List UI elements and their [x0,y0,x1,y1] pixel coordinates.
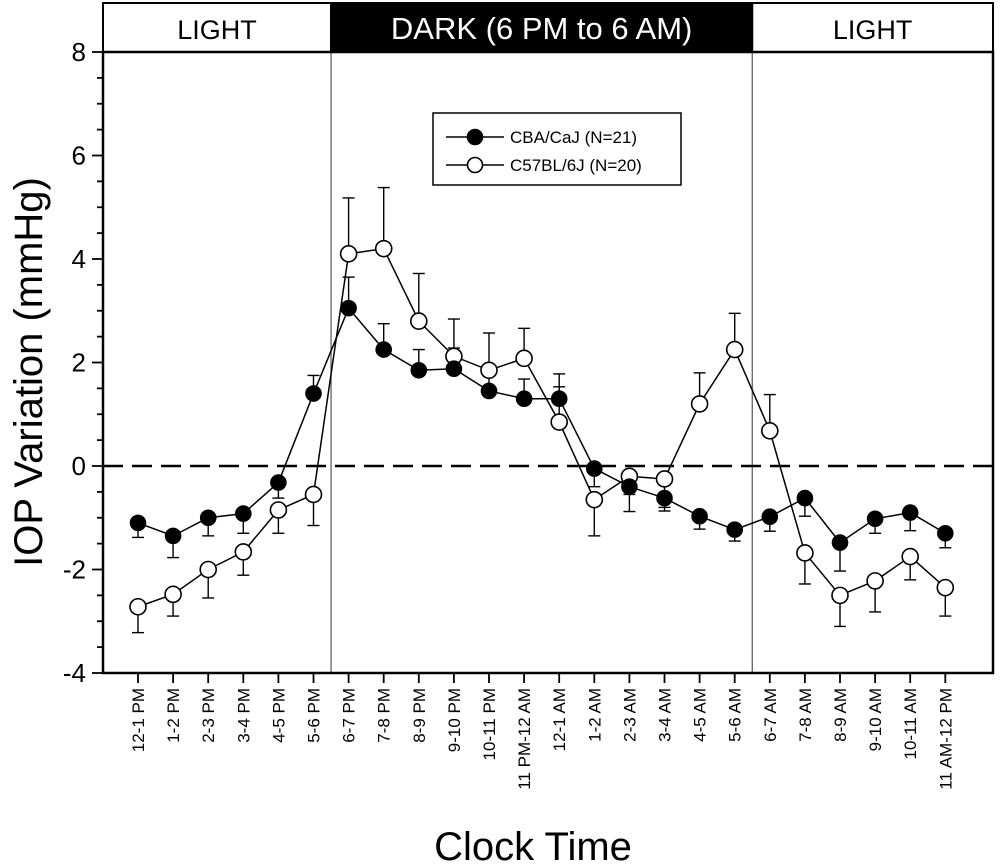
x-tick-label: 9-10 AM [866,688,885,751]
data-point-c57bl-6j [831,586,849,605]
data-point-cba-caj [305,385,322,402]
data-point-c57bl-6j [234,543,253,561]
x-tick-label: 3-4 PM [234,688,253,743]
legend: CBA/CaJ (N=21) C57BL/6J (N=20) [432,112,682,186]
error-bars-open [132,186,952,634]
x-tick-label: 12-1 PM [129,688,148,752]
series-line-c57bl-6j [137,247,946,608]
phase-dark-label: DARK (6 PM to 6 AM) [391,11,692,46]
x-tick-label: 2-3 PM [199,688,218,743]
x-tick-label: 8-9 PM [410,688,429,743]
data-point-cba-caj [621,478,638,496]
legend-marker-filled [466,128,484,146]
data-point-cba-caj [585,460,603,477]
data-point-cba-caj [515,390,533,408]
data-point-c57bl-6j [725,340,744,359]
legend-label: C57BL/6J (N=20) [510,156,642,175]
data-point-c57bl-6j [339,245,358,263]
data-point-c57bl-6j [550,413,569,431]
data-point-c57bl-6j [515,349,533,368]
phase-dark-block [330,2,754,53]
data-point-cba-caj [656,489,673,507]
x-tick-label: 10-11 PM [480,688,499,760]
data-point-cba-caj [831,534,849,551]
legend-marker-open [466,156,484,174]
x-tick-label: 6-7 AM [761,688,780,742]
phase-light-label: LIGHT [833,15,913,45]
phase-light-label: LIGHT [177,15,257,45]
data-point-cba-caj [199,509,217,527]
data-point-cba-caj [129,514,147,532]
data-point-cba-caj [480,382,498,400]
data-point-c57bl-6j [269,501,288,519]
data-point-cba-caj [761,508,779,526]
x-tick-label: 11 AM-12 PM [936,688,955,790]
data-point-cba-caj [550,390,568,408]
y-tick-label: 2 [72,348,86,378]
data-point-cba-caj [445,360,463,378]
data-point-c57bl-6j [690,395,709,413]
data-point-cba-caj [340,299,357,317]
y-tick-label: 8 [72,37,86,67]
y-tick-label: 4 [72,244,86,274]
x-tick-label: 9-10 PM [445,688,464,752]
x-tick-label: 5-6 PM [305,688,324,743]
data-point-cba-caj [375,341,393,358]
x-tick-label: 6-7 PM [340,688,359,743]
y-tick-label: 0 [72,451,86,481]
x-tick-label: 3-4 AM [656,688,675,742]
data-point-cba-caj [410,361,428,379]
data-point-c57bl-6j [409,312,428,330]
data-point-c57bl-6j [866,572,884,590]
x-tick-label: 1-2 AM [585,688,604,742]
y-tick-label: 6 [72,141,86,171]
data-point-c57bl-6j [585,490,604,509]
axes: -4 -2 0 2 4 6 8 12-1 PM 1-2 PM 2-3 PM 3-4 PM 4-5 PM… [63,37,995,790]
y-tick-label: -4 [63,658,86,688]
data-point-c57bl-6j [199,560,217,579]
y-tick-label: -2 [63,555,86,585]
x-tick-label: 11 PM-12 AM [515,688,534,790]
x-tick-label: 7-8 AM [796,688,815,742]
data-point-cba-caj [691,507,708,525]
data-point-c57bl-6j [796,544,814,562]
data-point-c57bl-6j [164,585,182,604]
x-tick-label: 12-1 AM [550,688,569,751]
data-point-cba-caj [164,527,182,545]
data-point-c57bl-6j [304,485,323,504]
data-point-cba-caj [796,489,814,507]
data-point-cba-caj [270,474,287,491]
data-point-c57bl-6j [936,578,955,597]
data-point-cba-caj [866,510,884,528]
x-axis-title: Clock Time [434,825,632,865]
data-point-c57bl-6j [901,547,920,566]
data-point-cba-caj [726,521,744,538]
data-point-c57bl-6j [129,597,147,616]
data-point-c57bl-6j [760,422,779,440]
legend-label: CBA/CaJ (N=21) [510,128,637,147]
data-series [129,186,955,634]
series-line-cba-caj [137,306,946,544]
x-tick-label: 4-5 AM [691,688,710,742]
data-point-c57bl-6j [480,361,498,380]
y-axis-title: IOP Variation (mmHg) [7,177,51,567]
phase-light-block [102,2,333,53]
x-tick-label: 5-6 AM [726,688,745,742]
data-point-cba-caj [235,505,252,522]
data-point-cba-caj [901,504,919,521]
x-tick-label: 2-3 AM [620,688,639,742]
phase-bar: LIGHT DARK (6 PM to 6 AM) LIGHT [102,2,994,673]
x-tick-label: 8-9 AM [831,688,850,742]
data-point-cba-caj [936,524,954,542]
data-point-c57bl-6j [374,239,393,258]
x-tick-label: 1-2 PM [164,688,183,743]
x-tick-label: 4-5 PM [269,688,288,743]
x-tick-label: 7-8 PM [375,688,394,743]
data-point-c57bl-6j [655,470,674,488]
x-tick-label: 10-11 AM [901,688,920,760]
